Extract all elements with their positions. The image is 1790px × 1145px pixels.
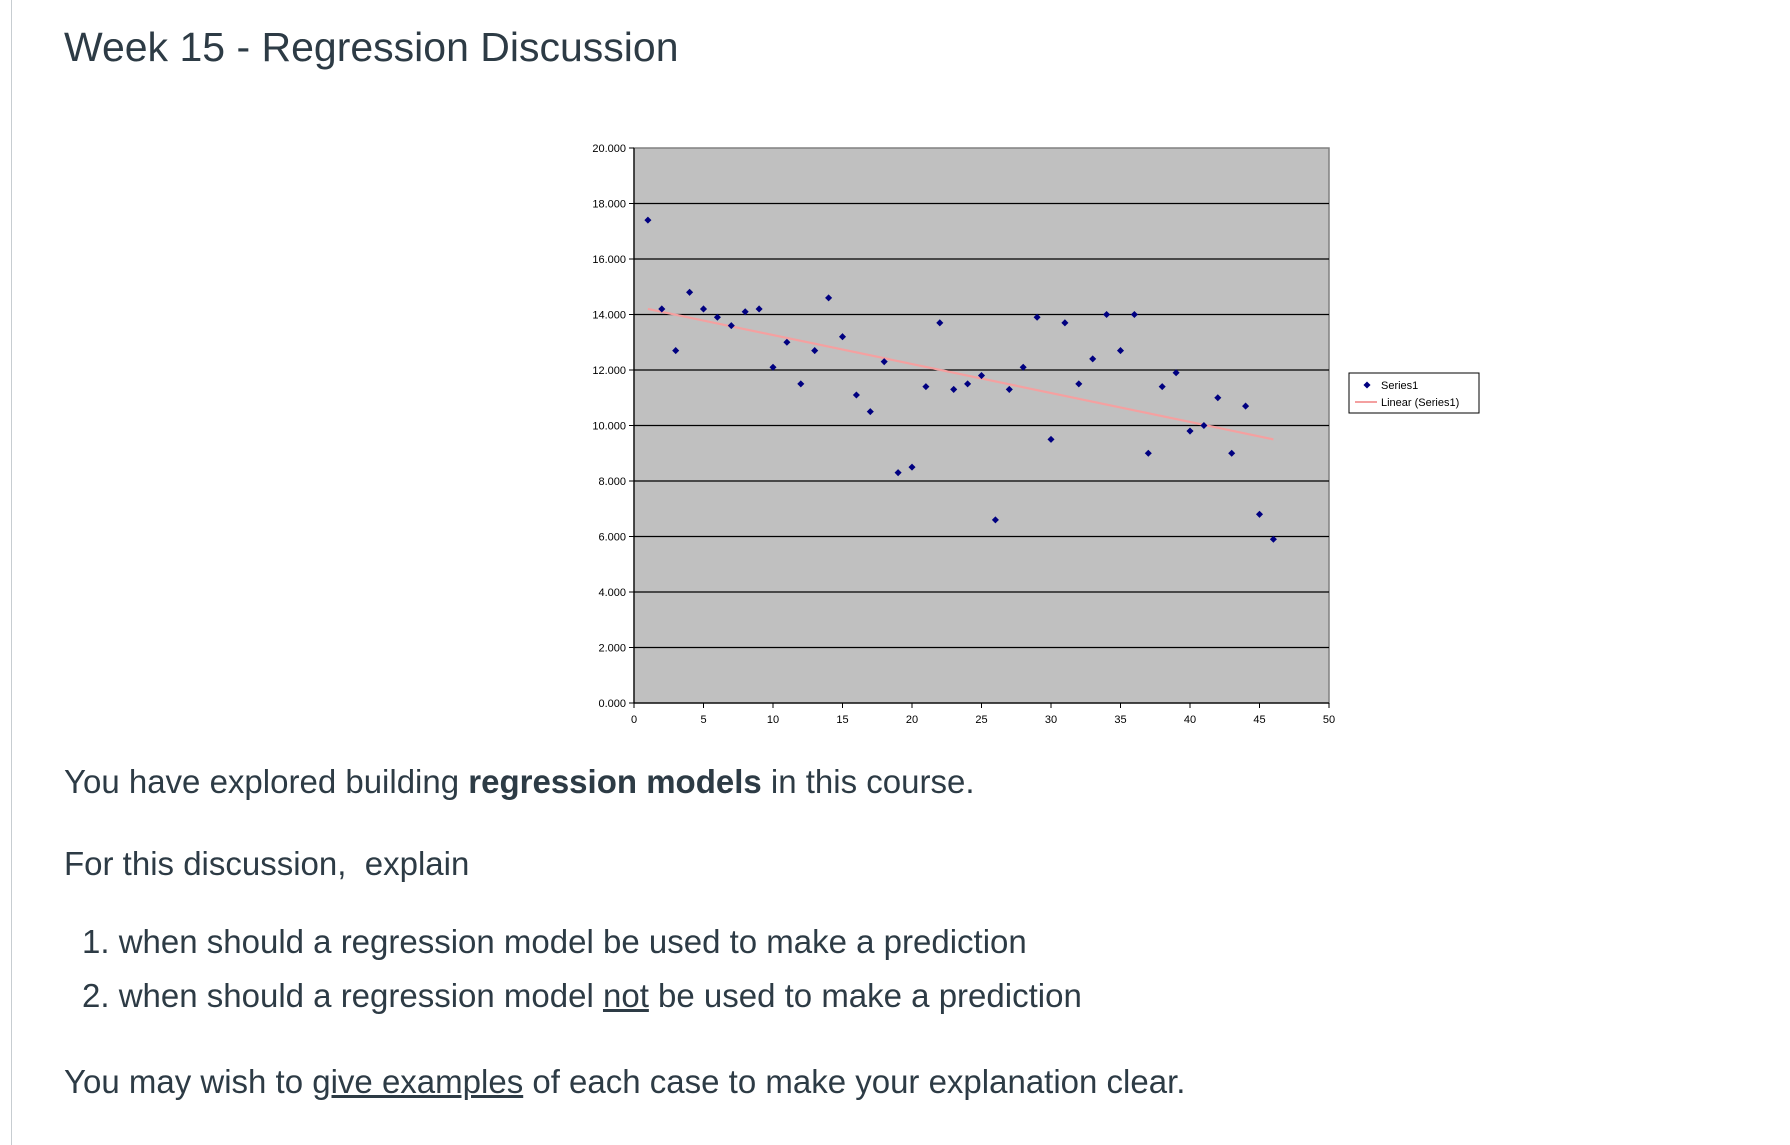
data-point <box>908 463 916 471</box>
y-tick-label: 20.000 <box>592 143 626 155</box>
data-point <box>1158 383 1166 391</box>
data-point <box>1075 380 1083 388</box>
closing-text-start: You may wish to <box>64 1063 313 1100</box>
data-point <box>1005 385 1013 393</box>
y-tick-label: 14.000 <box>592 310 626 322</box>
trendline <box>647 307 1274 441</box>
question-text-end: be used to make a prediction <box>648 976 1082 1014</box>
question-number: 1. <box>82 923 110 960</box>
y-tick-label: 6.000 <box>598 532 626 544</box>
question-item-1: 1. when should a regression model be use… <box>82 920 1082 965</box>
question-item-2: 2. when should a regression model not be… <box>82 974 1082 1019</box>
page-title: Week 15 - Regression Discussion <box>64 24 679 70</box>
data-point <box>1228 449 1236 457</box>
y-tick-label: 2.000 <box>598 643 626 655</box>
data-point <box>838 333 847 341</box>
intro-text-start: You have explored building <box>64 763 469 800</box>
content-left-border <box>11 0 12 1145</box>
data-point <box>852 391 860 399</box>
y-tick-label: 12.000 <box>592 365 626 377</box>
data-point <box>699 305 708 313</box>
data-point <box>741 308 749 316</box>
data-point <box>936 319 944 327</box>
question-list: 1. when should a regression model be use… <box>82 920 1082 1027</box>
y-tick-label: 18.000 <box>592 199 626 211</box>
underlined-not: not <box>602 976 649 1014</box>
intro-text-end: in this course. <box>761 763 975 800</box>
data-point <box>797 380 805 388</box>
closing-text-end: of each case to make your explanation cl… <box>523 1063 1186 1100</box>
data-point <box>964 380 972 388</box>
intro-bold-term: regression models <box>468 763 762 800</box>
data-point <box>727 322 735 330</box>
question-text: when should a regression model be used t… <box>109 923 1027 960</box>
x-tick-label: 15 <box>836 714 848 726</box>
closing-paragraph: You may wish to give examples of each ca… <box>64 1060 1185 1105</box>
give-examples-underlined: give examples <box>312 1063 524 1100</box>
x-tick-label: 50 <box>1323 714 1335 726</box>
x-tick-label: 0 <box>631 714 637 726</box>
data-point <box>1214 394 1222 402</box>
y-tick-label: 4.000 <box>598 587 626 599</box>
x-tick-label: 10 <box>767 714 779 726</box>
x-tick-label: 45 <box>1253 714 1265 726</box>
regression-chart: 0.000 2.000 4.000 6.000 8.000 10.000 12.000 14.… <box>504 120 1484 740</box>
x-tick-label: 35 <box>1114 714 1126 726</box>
legend-label-series1: Series1 <box>1381 380 1418 392</box>
x-tick-label: 25 <box>975 714 987 726</box>
prompt-paragraph: For this discussion, explain <box>64 845 470 882</box>
x-tick-label: 20 <box>906 714 918 726</box>
data-point <box>894 469 902 477</box>
data-point <box>1144 449 1152 457</box>
question-number: 2. <box>82 976 110 1014</box>
data-point <box>922 383 930 391</box>
data-point <box>1019 363 1027 371</box>
data-point <box>1089 355 1097 363</box>
data-point <box>811 347 819 355</box>
y-tick-label: 0.000 <box>598 698 626 710</box>
intro-paragraph: You have explored building regression mo… <box>64 760 975 805</box>
data-point <box>866 408 874 416</box>
x-tick-label: 5 <box>700 714 706 726</box>
data-point <box>950 385 958 393</box>
y-tick-label: 16.000 <box>592 254 626 266</box>
legend-box <box>1348 372 1480 414</box>
legend-label-linear: Linear (Series1) <box>1381 397 1459 409</box>
data-point <box>769 363 777 371</box>
data-point <box>977 372 986 380</box>
y-tick-label: 10.000 <box>592 421 626 433</box>
question-text: when should a regression model <box>109 976 603 1014</box>
y-tick-label: 8.000 <box>598 476 626 488</box>
x-tick-label: 40 <box>1184 714 1196 726</box>
regression-scatter-plot: 0.000 2.000 4.000 6.000 8.000 10.000 12.000 14.… <box>592 143 1480 726</box>
x-tick-label: 30 <box>1045 714 1057 726</box>
data-point <box>880 358 888 366</box>
